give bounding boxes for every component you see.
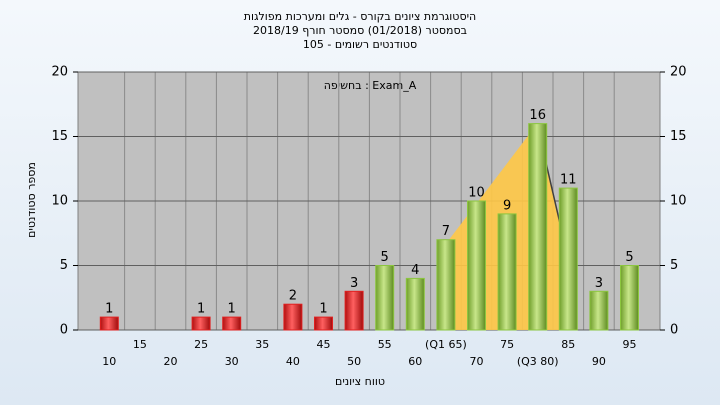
value-label: 3 bbox=[350, 276, 358, 291]
value-label: 7 bbox=[442, 224, 450, 239]
x-tick-label: 75 bbox=[500, 338, 514, 351]
value-label: 2 bbox=[289, 289, 297, 304]
bar bbox=[528, 123, 548, 331]
x-tick-label: (Q3 80) bbox=[517, 355, 559, 368]
x-tick-label: 85 bbox=[561, 338, 575, 351]
x-tick-label: 45 bbox=[317, 338, 331, 351]
bar bbox=[467, 200, 486, 331]
y-tick-label: 20 bbox=[51, 65, 68, 80]
x-tick-label: 70 bbox=[470, 355, 484, 368]
value-label: 9 bbox=[503, 198, 511, 213]
value-label: 4 bbox=[411, 263, 419, 278]
y2-tick-label: 10 bbox=[670, 194, 687, 209]
x-tick-label: 40 bbox=[286, 355, 300, 368]
x-tick-label: (Q1 65) bbox=[425, 338, 467, 351]
x-tick-label: 95 bbox=[623, 338, 637, 351]
bar bbox=[558, 187, 578, 331]
chart-subtitle: בסמסטר (01/2018) סמסטר חורף 2018/19 bbox=[253, 24, 467, 37]
value-label: 1 bbox=[228, 302, 236, 317]
x-tick-label: 50 bbox=[347, 355, 361, 368]
y-tick-label: 15 bbox=[51, 129, 68, 144]
x-tick-label: 10 bbox=[102, 355, 116, 368]
y2-tick-label: 15 bbox=[670, 129, 687, 144]
bar bbox=[314, 316, 333, 331]
value-label: 16 bbox=[529, 108, 546, 123]
y-tick-label: 5 bbox=[60, 258, 68, 273]
bar bbox=[344, 290, 364, 331]
bar bbox=[497, 213, 517, 331]
y2-tick-label: 20 bbox=[670, 65, 687, 80]
y-axis-label: מספר סטודנטים bbox=[25, 162, 38, 238]
bar bbox=[436, 239, 456, 331]
bar bbox=[99, 316, 119, 331]
bar bbox=[405, 277, 425, 331]
chart-title: היסטוגרמת ציונים בקורס - גלים ומערכות מפ… bbox=[244, 10, 476, 23]
value-label: 1 bbox=[319, 302, 327, 317]
x-tick-label: 25 bbox=[194, 338, 208, 351]
x-tick-label: 90 bbox=[592, 355, 606, 368]
bar bbox=[283, 303, 303, 331]
bar bbox=[191, 316, 211, 331]
x-tick-label: 35 bbox=[255, 338, 269, 351]
x-tick-label: 30 bbox=[225, 355, 239, 368]
x-tick-label: 15 bbox=[133, 338, 147, 351]
bar bbox=[620, 265, 639, 331]
y-tick-label: 0 bbox=[60, 323, 68, 338]
y2-tick-label: 5 bbox=[670, 258, 678, 273]
value-label: 10 bbox=[468, 186, 485, 201]
chart-subtitle: סטודנטים רשומים - 105 bbox=[303, 38, 417, 51]
value-label: 1 bbox=[197, 302, 205, 317]
value-label: 5 bbox=[381, 250, 389, 265]
value-label: 3 bbox=[595, 276, 603, 291]
bar bbox=[589, 290, 609, 331]
value-label: 5 bbox=[625, 250, 633, 265]
value-label: 1 bbox=[105, 302, 113, 317]
annotation: בחשיפה : Exam_A bbox=[324, 79, 417, 92]
bar bbox=[375, 265, 395, 331]
x-axis-label: טווח ציונים bbox=[335, 375, 385, 388]
y2-tick-label: 0 bbox=[670, 323, 678, 338]
bar bbox=[222, 316, 242, 331]
value-label: 11 bbox=[560, 173, 577, 188]
x-tick-label: 60 bbox=[408, 355, 422, 368]
x-tick-label: 20 bbox=[164, 355, 178, 368]
x-tick-label: 55 bbox=[378, 338, 392, 351]
y-tick-label: 10 bbox=[51, 194, 68, 209]
